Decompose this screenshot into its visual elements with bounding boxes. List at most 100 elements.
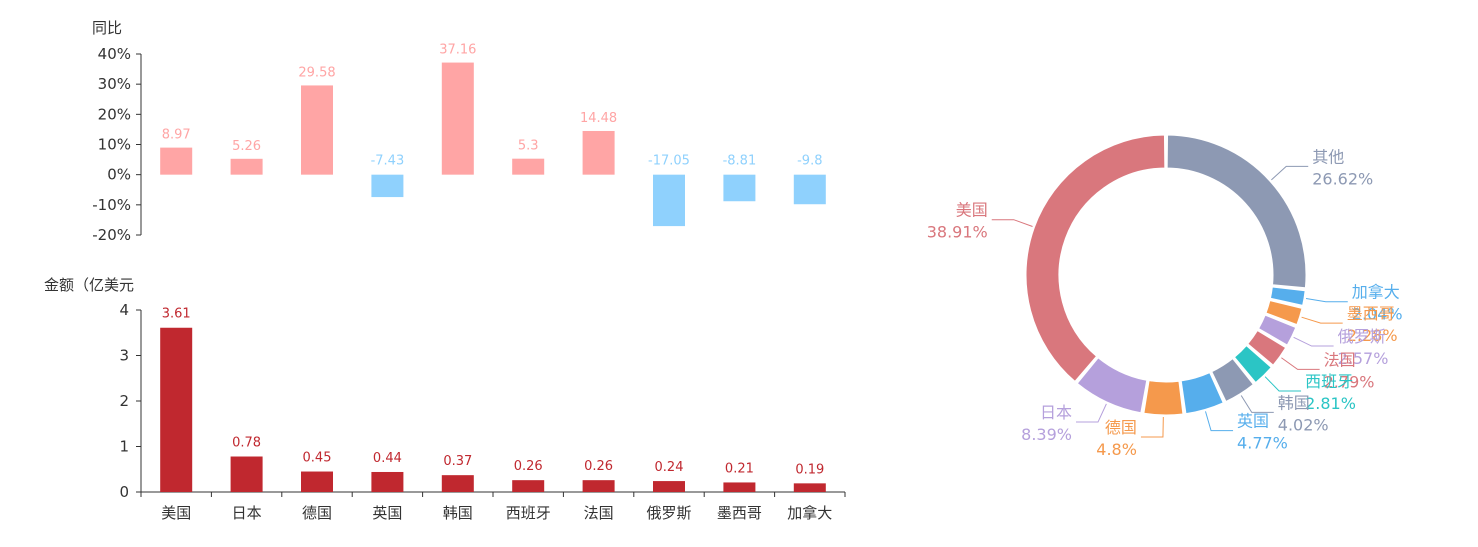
- donut-slice-8: [1180, 372, 1224, 415]
- donut-leader-line: [1281, 357, 1320, 370]
- category-label: 英国: [372, 504, 402, 522]
- amount-bar-7: [582, 480, 615, 492]
- category-label: 西班牙: [506, 504, 551, 522]
- yoy-value-label: -8.81: [723, 154, 757, 169]
- donut-slice-percent: 2.04%: [1352, 305, 1403, 324]
- yoy-bar-10: [793, 174, 826, 205]
- yoy-y-tick-label: 40%: [98, 45, 131, 63]
- amount-value-label: 0.21: [725, 461, 754, 476]
- yoy-value-label: 5.3: [518, 139, 539, 154]
- donut-leader-line: [1264, 376, 1302, 392]
- donut-slice-percent: 2.28%: [1347, 326, 1398, 345]
- donut-leader-line: [1305, 297, 1348, 303]
- amount-bar-8: [653, 481, 685, 492]
- yoy-bar-4: [371, 174, 404, 198]
- category-label: 韩国: [443, 504, 473, 522]
- donut-slice-10: [1076, 357, 1148, 414]
- amount-value-label: 0.26: [584, 459, 613, 474]
- donut-leader-line: [1271, 165, 1309, 181]
- category-label: 日本: [232, 504, 262, 522]
- yoy-y-tick-label: 0%: [107, 166, 131, 184]
- category-label: 法国: [584, 504, 614, 522]
- amount-bar-9: [723, 482, 756, 492]
- yoy-value-label: -17.05: [648, 154, 690, 169]
- donut-slice-percent: 8.39%: [1021, 425, 1072, 444]
- yoy-bar-6: [512, 158, 545, 175]
- yoy-value-label: 14.48: [580, 111, 617, 126]
- amount-bar-3: [301, 471, 333, 492]
- amount-y-tick-label: 3: [119, 347, 129, 365]
- donut-leader-line: [1205, 411, 1234, 432]
- donut-slice-7: [1211, 357, 1254, 403]
- amount-value-label: 0.45: [303, 451, 332, 466]
- amount-bar-5: [441, 475, 474, 492]
- donut-slice-percent: 4.77%: [1237, 434, 1288, 453]
- yoy-value-label: -9.8: [797, 154, 822, 169]
- donut-slice-name: 德国: [1105, 418, 1137, 437]
- category-label: 德国: [302, 504, 332, 522]
- donut-slice-name: 西班牙: [1305, 372, 1353, 391]
- amount-bar-2: [230, 456, 263, 492]
- share-donut-chart: 其他 26.62% 加拿大 2.04%墨西哥 2.28%俄罗斯 2.57%法国 2.79%西…: [927, 134, 1403, 459]
- amount-value-label: 0.37: [443, 454, 472, 469]
- amount-bar-chart: 金额（亿美元 4 3 2 1 0 3.61 美国 0.78 日本 0.45 德国 0.44 英国 0.37…: [44, 276, 846, 522]
- yoy-bar-1: [160, 147, 193, 175]
- yoy-bar-7: [582, 130, 615, 175]
- amount-y-tick-label: 1: [119, 438, 129, 456]
- yoy-bar-8: [653, 174, 685, 227]
- yoy-value-label: -7.43: [371, 154, 405, 169]
- donut-leader-line: [1240, 395, 1274, 413]
- yoy-value-label: 37.16: [439, 43, 476, 58]
- yoy-y-tick-label: -20%: [92, 226, 131, 244]
- donut-slice-percent: 4.02%: [1278, 415, 1329, 434]
- donut-slice-name: 其他: [1312, 147, 1344, 166]
- yoy-y-tick-label: 30%: [98, 75, 131, 93]
- donut-slice-percent: 38.91%: [927, 223, 988, 242]
- yoy-bar-3: [301, 85, 333, 175]
- donut-slice-4: [1257, 314, 1297, 346]
- donut-slice-5: [1247, 329, 1287, 366]
- donut-slice-name: 韩国: [1278, 393, 1310, 412]
- category-label: 墨西哥: [717, 504, 762, 522]
- amount-value-label: 3.61: [162, 307, 191, 322]
- category-label: 加拿大: [787, 504, 832, 522]
- donut-slice-name: 美国: [956, 201, 988, 220]
- category-label: 俄罗斯: [646, 504, 691, 522]
- amount-y-tick-label: 0: [119, 483, 129, 501]
- donut-slice-percent: 26.62%: [1312, 169, 1373, 188]
- amount-y-tick-label: 2: [119, 392, 129, 410]
- donut-slice-percent: 2.81%: [1305, 394, 1356, 413]
- donut-slice-percent: 2.79%: [1324, 372, 1375, 391]
- donut-slice-6: [1233, 344, 1272, 384]
- donut-leader-line: [1140, 416, 1164, 438]
- donut-slice-name: 日本: [1040, 403, 1072, 422]
- donut-slice-2: [1269, 286, 1306, 307]
- donut-leader-line: [1075, 403, 1107, 423]
- donut-slice-9: [1143, 380, 1184, 416]
- donut-leader-line: [991, 219, 1033, 227]
- yoy-y-tick-label: -10%: [92, 196, 131, 214]
- donut-slice-name: 加拿大: [1352, 283, 1400, 302]
- yoy-bar-2: [230, 158, 263, 175]
- amount-bar-4: [371, 471, 404, 492]
- donut-slice-percent: 2.57%: [1338, 349, 1389, 368]
- amount-axis-title: 金额（亿美元: [44, 276, 134, 294]
- donut-leader-line: [1293, 336, 1334, 347]
- donut-slice-1: [1166, 134, 1307, 289]
- donut-slice-name: 法国: [1324, 350, 1356, 369]
- donut-slice-name: 俄罗斯: [1338, 327, 1386, 346]
- amount-bar-1: [160, 327, 193, 492]
- yoy-y-tick-label: 10%: [98, 136, 131, 154]
- yoy-bar-9: [723, 174, 756, 202]
- category-label: 美国: [161, 504, 191, 522]
- amount-value-label: 0.19: [795, 462, 824, 477]
- amount-bar-10: [793, 483, 826, 492]
- amount-value-label: 0.78: [232, 436, 261, 451]
- yoy-bar-5: [441, 62, 474, 175]
- yoy-y-tick-label: 20%: [98, 105, 131, 123]
- yoy-value-label: 29.58: [298, 65, 335, 80]
- yoy-bar-chart: 同比 40% 30% 20% 10% 0% -10% -20% 8.97 5.26 29.58 -7…: [92, 19, 826, 244]
- amount-value-label: 0.44: [373, 451, 402, 466]
- amount-value-label: 0.24: [655, 460, 684, 475]
